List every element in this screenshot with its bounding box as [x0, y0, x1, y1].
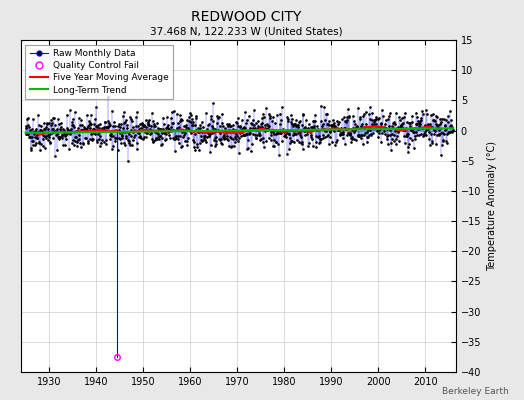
Text: REDWOOD CITY: REDWOOD CITY [191, 10, 301, 24]
Text: Berkeley Earth: Berkeley Earth [442, 387, 508, 396]
Legend: Raw Monthly Data, Quality Control Fail, Five Year Moving Average, Long-Term Tren: Raw Monthly Data, Quality Control Fail, … [26, 44, 173, 99]
Y-axis label: Temperature Anomaly (°C): Temperature Anomaly (°C) [487, 141, 497, 271]
Text: 37.468 N, 122.233 W (United States): 37.468 N, 122.233 W (United States) [150, 26, 343, 36]
